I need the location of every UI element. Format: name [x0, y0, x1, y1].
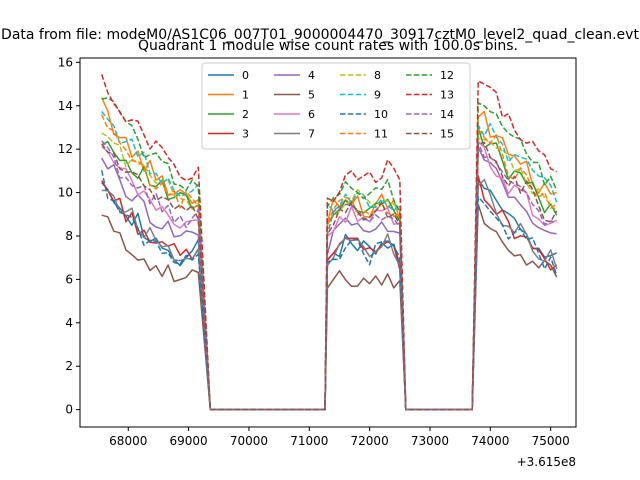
series-line-1: [101, 97, 557, 411]
x-tick-label-73000: 73000: [411, 434, 449, 448]
series-line-9: [101, 111, 558, 411]
x-axis: 68000 69000 70000 71000 72000 73000 74000 75000: [109, 427, 570, 448]
legend-label-9: 9: [374, 89, 381, 102]
x-tick-label-69000: 69000: [170, 434, 208, 448]
series-line-6: [101, 140, 558, 411]
y-tick-label-4: 4: [65, 316, 73, 330]
y-axis: 0 2 4 6 8 10 12 14 16: [58, 55, 80, 417]
y-tick-label-2: 2: [65, 359, 73, 373]
x-tick-label-70000: 70000: [230, 434, 268, 448]
legend-frame: [201, 62, 471, 150]
y-tick-label-0: 0: [65, 403, 73, 417]
series-line-13: [100, 74, 558, 411]
series-line-8: [101, 132, 558, 411]
legend-label-10: 10: [374, 108, 388, 121]
chart-title: Quadrant 1 module wise count rates with …: [138, 38, 518, 54]
y-tick-label-6: 6: [65, 272, 73, 286]
y-tick-label-16: 16: [58, 55, 73, 69]
y-tick-label-10: 10: [58, 186, 73, 200]
series-layer: [100, 74, 558, 411]
legend-label-8: 8: [374, 69, 381, 82]
legend-label-1: 1: [242, 89, 249, 102]
plot-frame: [79, 57, 577, 428]
legend-label-12: 12: [440, 69, 454, 82]
legend-label-3: 3: [242, 128, 249, 141]
legend-label-14: 14: [440, 108, 454, 121]
series-line-15: [101, 141, 558, 411]
legend-label-13: 13: [440, 89, 454, 102]
x-tick-label-68000: 68000: [109, 434, 147, 448]
legend-label-7: 7: [308, 128, 315, 141]
legend-label-2: 2: [242, 108, 249, 121]
series-line-11: [101, 114, 558, 411]
y-tick-label-14: 14: [58, 99, 73, 113]
legend-label-6: 6: [308, 108, 315, 121]
x-tick-label-71000: 71000: [290, 434, 328, 448]
series-line-10: [100, 170, 558, 411]
legend-label-11: 11: [374, 128, 388, 141]
series-line-12: [101, 97, 558, 411]
y-tick-label-12: 12: [58, 142, 73, 156]
legend-label-5: 5: [308, 89, 315, 102]
series-line-5: [101, 203, 558, 411]
x-tick-label-75000: 75000: [532, 434, 570, 448]
legend-label-0: 0: [242, 69, 249, 82]
series-line-4: [101, 146, 557, 411]
figure-suptitle: Data from file: modeM0/AS1C06_007T01_900…: [1, 27, 639, 43]
x-tick-label-72000: 72000: [351, 434, 389, 448]
legend-label-15: 15: [440, 128, 454, 141]
legend-label-4: 4: [308, 69, 315, 82]
x-offset-label: +3.615e8: [517, 455, 576, 469]
y-tick-label-8: 8: [65, 229, 73, 243]
x-tick-label-74000: 74000: [471, 434, 509, 448]
